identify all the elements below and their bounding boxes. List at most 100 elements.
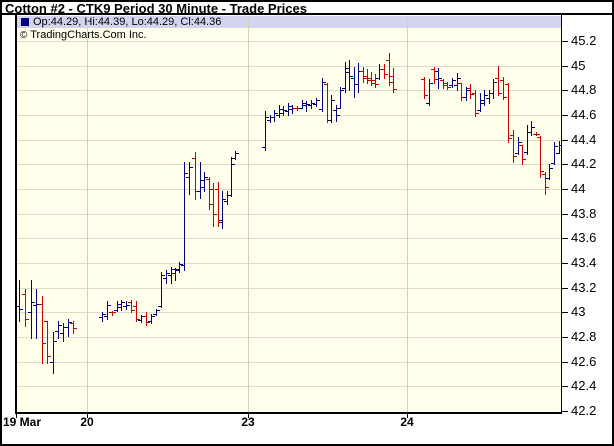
bar-range [489,90,490,104]
bar-close-tick [371,83,375,84]
bar-open-tick [500,80,504,81]
bar-open-tick [542,174,546,175]
y-axis-tick [562,238,568,239]
bar-open-tick [163,278,167,279]
bar-range [166,270,167,284]
bar-open-tick [219,220,223,221]
bar-open-tick [280,113,284,114]
bar-open-tick [421,79,425,80]
bar-range [36,289,37,339]
bar-close-tick [531,127,535,128]
bar-range [336,105,337,122]
bar-open-tick [44,321,48,322]
x-axis-label: 19 Mar [3,415,42,429]
bar-open-tick [368,78,372,79]
bar-open-tick [303,105,307,106]
bar-close-tick [131,310,135,311]
bar-range [68,319,69,337]
y-axis-tick [562,115,568,116]
bar-open-tick [289,109,293,110]
bar-close-tick [493,82,497,83]
bar-close-tick [166,273,170,274]
bar-open-tick [381,69,385,70]
bar-range [363,67,364,83]
bar-open-tick [28,312,32,313]
bar-close-tick [518,142,522,143]
bar-range [384,64,385,79]
bar-open-tick [458,83,462,84]
bar-open-tick [148,321,152,322]
y-axis-label: 43.8 [571,206,597,221]
bar-open-tick [123,306,127,307]
bar-open-tick [313,104,317,105]
bar-range [345,62,346,93]
bar-range [151,314,152,324]
bar-open-tick [50,362,54,363]
bar-close-tick [484,95,488,96]
y-axis-tick [562,164,568,165]
bar-open-tick [486,98,490,99]
bar-close-tick [508,138,512,139]
y-axis-tick [562,312,568,313]
bar-close-tick [389,82,393,83]
bar-close-tick [184,173,188,174]
bar-range [358,63,359,93]
bar-range [121,300,122,311]
bar-range [316,98,317,107]
bar-close-tick [231,164,235,165]
bar-close-tick [349,76,353,77]
bar-open-tick [197,191,201,192]
bar-open-tick [556,153,560,154]
x-axis-label: 20 [80,415,94,429]
bar-range [112,311,113,316]
bar-close-tick [235,153,239,154]
bar-open-tick [153,314,157,315]
bar-open-tick [346,72,350,73]
bar-range [531,121,532,136]
gridline-horizontal [17,238,561,239]
plot-border-bottom [15,412,562,414]
bar-open-tick [33,305,37,306]
bar-open-tick [172,273,176,274]
bar-close-tick [367,80,371,81]
bar-range [389,53,390,86]
gridline-vertical [248,16,249,412]
bar-range [283,106,284,116]
bar-open-tick [372,80,376,81]
plot-border-left [15,15,17,414]
bar-range [195,152,196,200]
bar-close-tick [336,115,340,116]
bar-range [63,323,64,342]
bar-open-tick [39,304,43,305]
bar-range [209,177,210,210]
bar-open-tick [285,111,289,112]
bar-range [274,110,275,122]
bar-close-tick [25,319,29,320]
bar-close-tick [222,199,226,200]
bar-open-tick [22,294,26,295]
bar-open-tick [267,120,271,121]
bar-close-tick [322,82,326,83]
bar-range [484,90,485,106]
bar-open-tick [104,316,108,317]
bar-close-tick [189,167,193,168]
bar-range [340,87,341,109]
y-axis-label: 43.4 [571,255,597,270]
gridline-horizontal [17,263,561,264]
gridline-horizontal [17,140,561,141]
bar-open-tick [262,147,266,148]
bar-range [58,321,59,339]
bar-close-tick [438,78,442,79]
bar-close-tick [58,325,62,326]
bar-range [146,312,147,326]
bar-open-tick [390,76,394,77]
bar-close-tick [363,78,367,79]
bar-close-tick [42,343,46,344]
y-axis-label: 43 [571,304,586,319]
bar-close-tick [161,275,165,276]
bar-open-tick [168,275,172,276]
bar-open-tick [435,71,439,72]
bar-range [452,78,453,88]
bar-open-tick [232,158,236,159]
bar-close-tick [151,316,155,317]
